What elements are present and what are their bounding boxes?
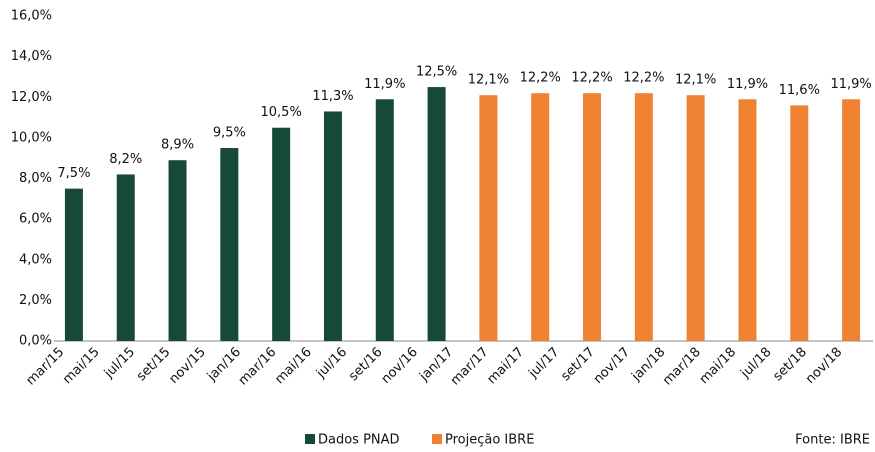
y-tick-label: 4,0% [19, 252, 52, 267]
y-tick-label: 12,0% [11, 90, 52, 105]
x-tick-label: nov/15 [166, 345, 208, 387]
bar [583, 93, 602, 341]
y-tick-label: 6,0% [19, 212, 52, 227]
x-tick-label: mai/18 [697, 345, 740, 388]
x-tick-label: mar/17 [448, 345, 492, 389]
bar [375, 99, 394, 341]
y-tick-label: 8,0% [19, 171, 52, 186]
bar [531, 93, 550, 341]
bar [634, 93, 653, 341]
value-label: 12,1% [468, 73, 509, 88]
x-tick-label: jul/18 [738, 345, 775, 382]
bar [168, 160, 187, 341]
bar [427, 87, 446, 341]
legend-label: Projeção IBRE [445, 433, 534, 448]
value-label: 11,3% [312, 89, 353, 104]
y-tick-label: 2,0% [19, 293, 52, 308]
x-tick-label: nov/18 [803, 345, 845, 387]
y-tick-label: 10,0% [11, 130, 52, 145]
x-tick-label: mar/15 [24, 345, 68, 389]
bar [738, 99, 757, 341]
x-tick-label: nov/17 [591, 345, 633, 387]
value-label: 9,5% [213, 126, 246, 141]
bar [790, 105, 809, 341]
value-label: 10,5% [261, 105, 302, 120]
bar [842, 99, 861, 341]
x-tick-label: nov/16 [379, 345, 421, 387]
value-label: 8,2% [109, 152, 142, 167]
bar [686, 95, 705, 341]
legend-swatch [432, 434, 442, 444]
x-tick-label: jul/15 [101, 345, 138, 382]
value-label: 12,2% [520, 71, 561, 86]
value-label: 7,5% [57, 166, 90, 181]
source: Fonte: IBRE [795, 433, 870, 448]
bar [323, 111, 342, 341]
value-label: 11,6% [779, 83, 820, 98]
x-tick-label: mai/15 [60, 345, 103, 388]
x-tick-label: jul/16 [313, 345, 350, 382]
y-tick-label: 16,0% [11, 9, 52, 24]
bar [64, 188, 83, 341]
value-label: 8,9% [161, 138, 194, 153]
value-label: 11,9% [364, 77, 405, 92]
value-label: 12,5% [416, 65, 457, 80]
y-tick-label: 0,0% [19, 334, 52, 349]
value-label: 11,9% [830, 77, 871, 92]
value-label: 11,9% [727, 77, 768, 92]
value-label: 12,2% [571, 71, 612, 86]
legend-swatch [305, 434, 315, 444]
bar [116, 174, 135, 341]
x-tick-label: mai/16 [272, 345, 315, 388]
x-tick-label: mai/17 [484, 345, 527, 388]
bar [272, 127, 291, 341]
x-tick-label: jul/17 [525, 345, 562, 382]
legend-label: Dados PNAD [318, 433, 400, 448]
x-tick-label: mar/18 [660, 345, 704, 389]
value-label: 12,1% [675, 73, 716, 88]
y-tick-label: 14,0% [11, 49, 52, 64]
x-tick-label: mar/16 [236, 345, 280, 389]
value-label: 12,2% [623, 71, 664, 86]
bar [479, 95, 498, 341]
bar [220, 148, 239, 341]
